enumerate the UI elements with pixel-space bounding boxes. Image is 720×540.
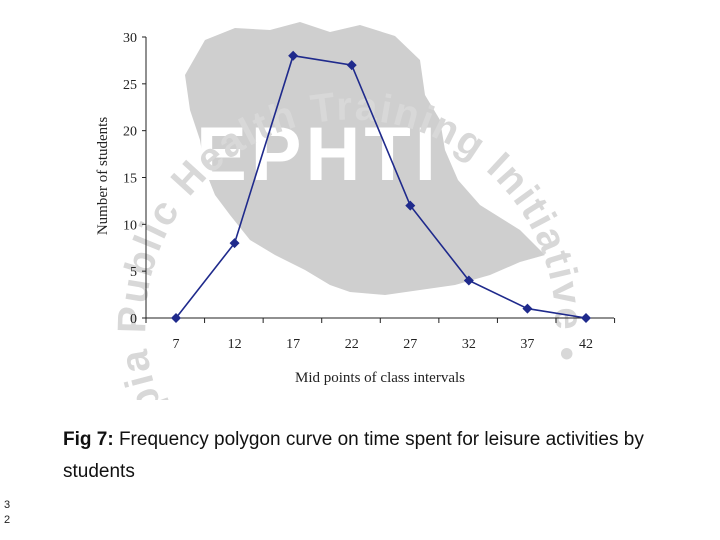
- y-tick-label: 30: [123, 31, 137, 46]
- figure-caption: Fig 7: Frequency polygon curve on time s…: [63, 424, 703, 488]
- data-point-marker: [229, 238, 240, 249]
- y-tick-label: 5: [130, 265, 137, 280]
- data-point-marker: [171, 313, 181, 323]
- x-tick-label: 7: [173, 337, 180, 352]
- data-point-marker: [522, 303, 533, 314]
- x-tick-label: 42: [579, 337, 593, 352]
- figure-caption-prefix: Fig 7:: [63, 429, 114, 450]
- x-tick-label: 32: [462, 337, 476, 352]
- x-tick-label: 12: [228, 337, 242, 352]
- watermark-logo: EPHTI: [196, 112, 440, 197]
- y-tick-label: 25: [123, 78, 137, 93]
- figure-caption-text: Frequency polygon curve on time spent fo…: [63, 429, 644, 482]
- data-point-marker: [405, 200, 416, 211]
- y-tick-label: 0: [130, 312, 137, 327]
- x-tick-label: 22: [345, 337, 359, 352]
- map-silhouette: [185, 22, 545, 295]
- chart: EPHTI Ethiopia Public Health Training In…: [95, 22, 616, 400]
- data-point-marker: [463, 275, 474, 286]
- y-tick-label: 10: [123, 218, 137, 233]
- series-line: [175, 54, 587, 319]
- y-tick-label: 15: [123, 172, 137, 187]
- y-axis-label: Number of students: [95, 117, 111, 235]
- x-axis-label: Mid points of class intervals: [295, 370, 465, 386]
- x-tick-label: 37: [520, 337, 534, 352]
- x-tick-label: 17: [286, 337, 300, 352]
- y-tick-label: 20: [123, 125, 137, 140]
- data-point-marker: [288, 50, 299, 61]
- data-point-marker: [581, 313, 591, 323]
- data-point-marker: [346, 60, 357, 71]
- x-tick-label: 27: [403, 337, 417, 352]
- page-number: 32: [3, 499, 11, 526]
